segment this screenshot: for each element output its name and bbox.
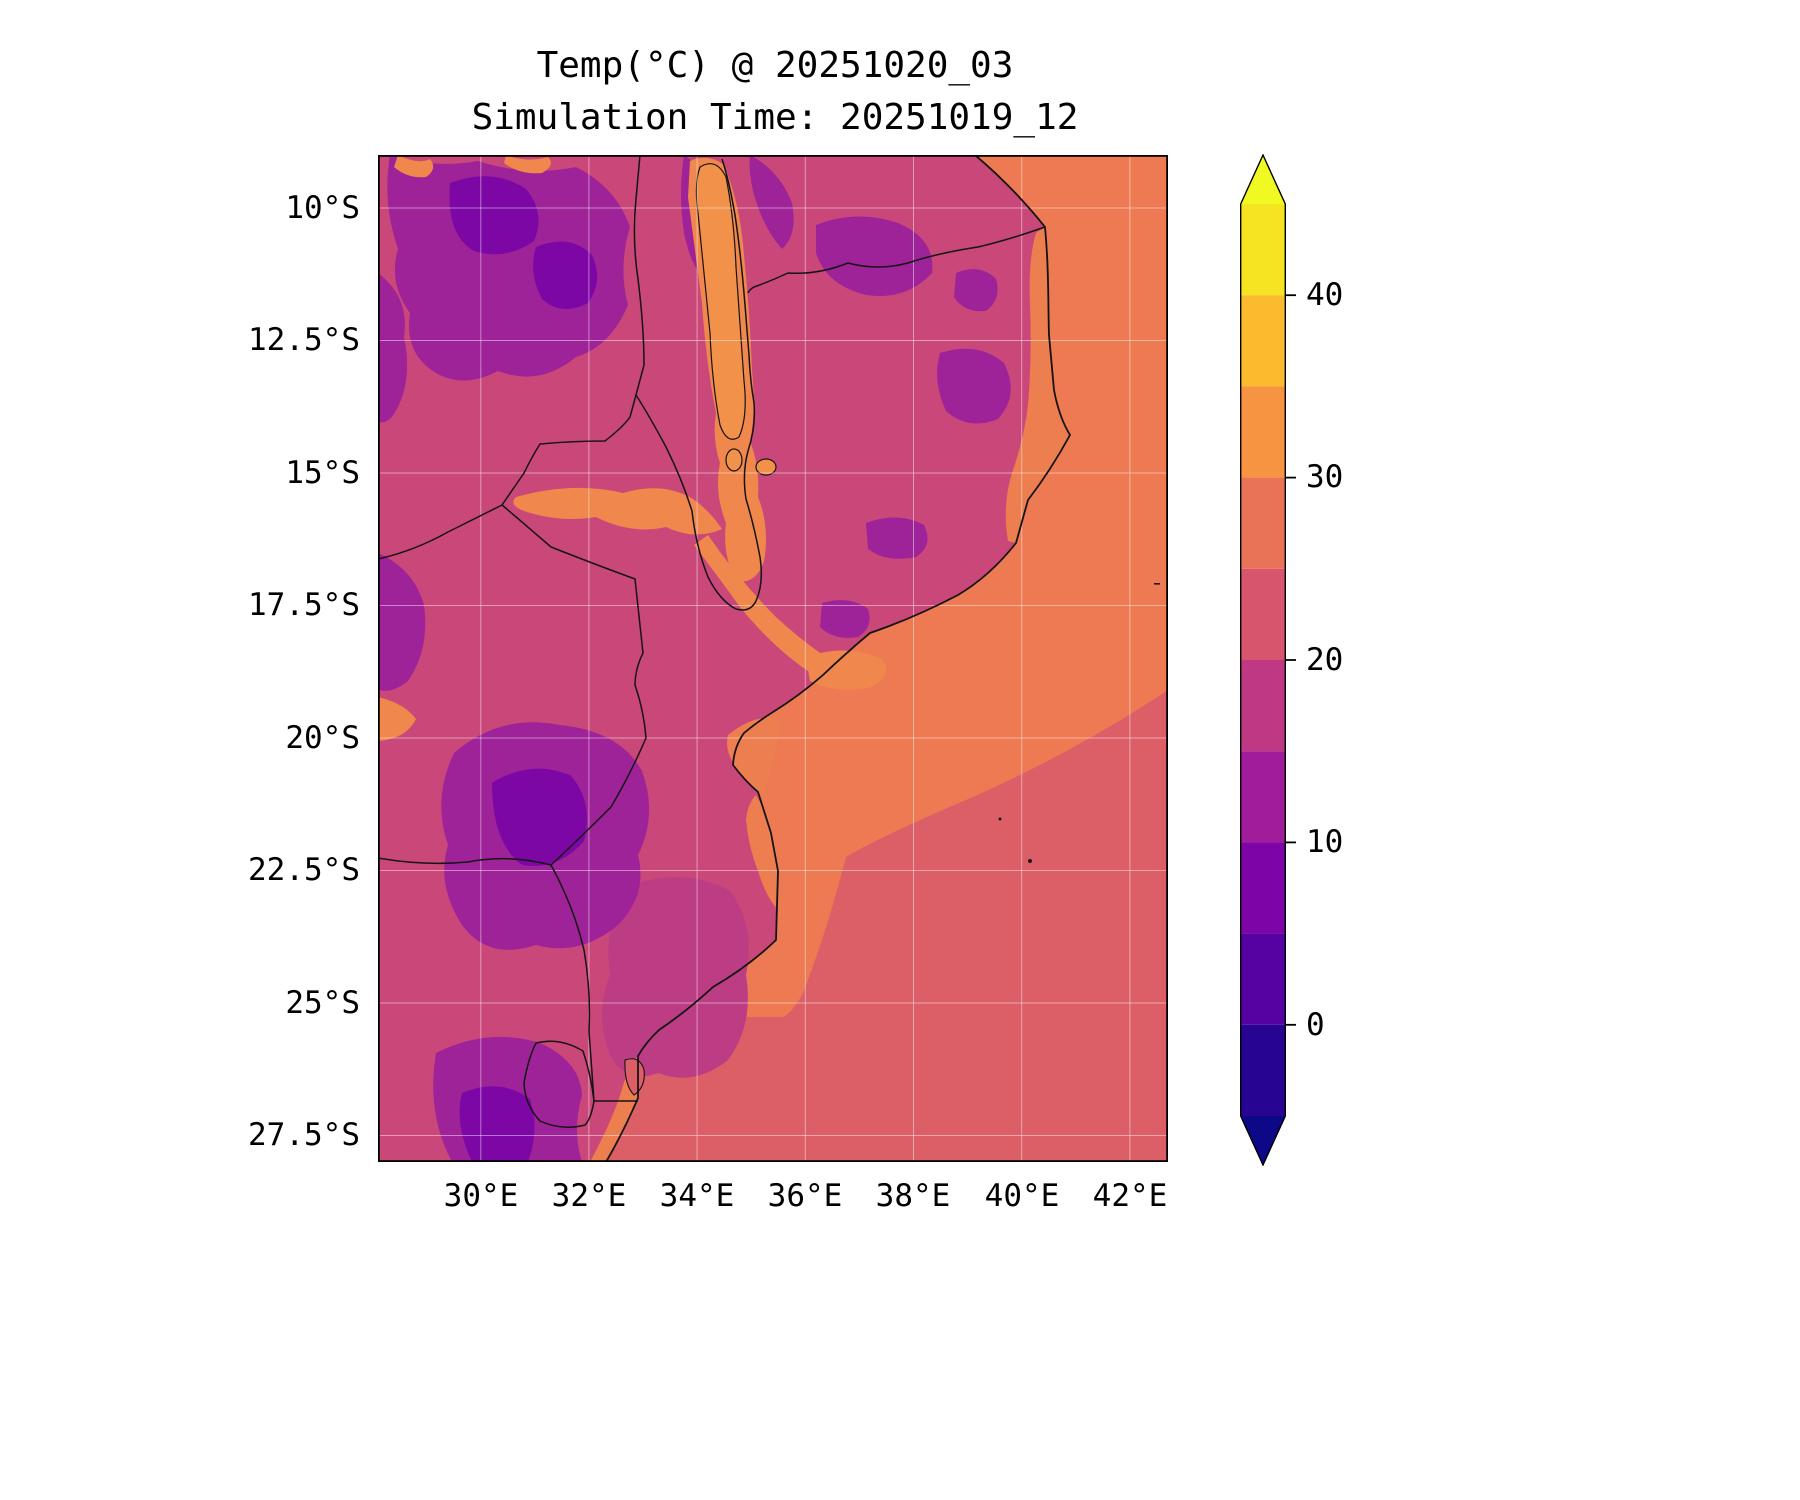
y-tick-label: 17.5°S	[248, 587, 360, 623]
x-tick-label: 42°E	[1092, 1178, 1168, 1214]
drakensberg-cold-core	[459, 1086, 535, 1162]
colorbar-band	[1240, 842, 1286, 934]
colorbar-band	[1240, 1024, 1286, 1116]
border-eswatini	[523, 1040, 595, 1128]
colorbar-tick-label: 40	[1306, 277, 1344, 313]
west-edge-cool-patch	[378, 553, 426, 691]
south-coast-warm	[746, 795, 779, 910]
west-edge-warm	[378, 697, 416, 741]
ne-interior-cool-patch	[937, 348, 1011, 424]
central-cool-patch-2	[820, 600, 870, 638]
colorbar-tick-label: 10	[1306, 824, 1344, 860]
colorbar-band	[1240, 204, 1286, 296]
colorbar-band	[1240, 386, 1286, 478]
border-zambia-mozambique	[501, 394, 637, 506]
border-southafrica-zimbabwe	[378, 857, 552, 866]
colorbar-tick-label: 30	[1306, 459, 1344, 495]
nw-plateau-west-edge	[378, 273, 408, 423]
coastline	[605, 155, 1071, 1162]
border-zambia-zimbabwe	[378, 504, 503, 560]
colorbar-band	[1240, 933, 1286, 1025]
zambezi-river-warm	[694, 535, 826, 675]
lake-malombe	[725, 448, 743, 472]
lake-chilwa	[755, 458, 777, 476]
y-tick-label: 27.5°S	[248, 1117, 360, 1153]
colorbar-tick-label: 20	[1306, 642, 1344, 678]
small-islands	[998, 583, 1160, 863]
central-cool-patch-1	[866, 517, 928, 559]
colorbar-band	[1240, 660, 1286, 752]
colorbar-under-arrow	[1240, 1116, 1286, 1166]
maputo-coast-warm	[590, 1056, 638, 1162]
temperature-map-svg	[378, 155, 1168, 1162]
y-tick-label: 25°S	[285, 985, 360, 1021]
colorbar-band	[1240, 295, 1286, 387]
colorbar-band	[1240, 477, 1286, 569]
colorbar-outline	[1240, 154, 1286, 1166]
colorbar-band	[1240, 751, 1286, 843]
y-tick-label: 12.5°S	[248, 322, 360, 358]
x-tick-label: 34°E	[659, 1178, 735, 1214]
colorbar	[1240, 154, 1300, 1166]
coldest-cores	[449, 176, 598, 1162]
top-edge-warm-1	[394, 155, 434, 178]
colorbar-over-arrow	[1240, 154, 1286, 204]
y-tick-label: 10°S	[285, 190, 360, 226]
border-southafrica-mozambique	[550, 864, 595, 1102]
ne-coast-warm	[1005, 227, 1070, 543]
east-of-lake-highlands	[749, 155, 794, 249]
cool-region-south-interior	[602, 877, 749, 1078]
colorbar-band	[1240, 568, 1286, 660]
x-tick-label: 38°E	[875, 1178, 951, 1214]
lake-malawi	[695, 163, 746, 440]
colorbar-tick-label: 0	[1306, 1007, 1325, 1043]
border-tanzania-mozambique	[747, 226, 1046, 294]
y-tick-label: 22.5°S	[248, 852, 360, 888]
y-tick-label: 15°S	[285, 455, 360, 491]
zambezi-delta-warm	[806, 650, 887, 690]
chart-title: Temp(°C) @ 20251020_03	[536, 45, 1014, 86]
x-tick-label: 32°E	[551, 1178, 627, 1214]
top-edge-warm-2	[504, 155, 551, 174]
nw-cold-core-2	[533, 241, 598, 310]
chart-title-block: Temp(°C) @ 20251020_03 Simulation Time: …	[300, 40, 1250, 144]
colorbar-tickmarks	[1286, 294, 1296, 1026]
niassa-highlands-small	[954, 269, 998, 312]
x-tick-label: 36°E	[767, 1178, 843, 1214]
map-gridlines	[378, 155, 1168, 1162]
border-zimbabwe-mozambique	[501, 504, 647, 866]
nw-plateau-region	[387, 155, 630, 381]
y-tick-label: 20°S	[285, 720, 360, 756]
x-tick-label: 30°E	[443, 1178, 519, 1214]
zimbabwe-cold-core	[492, 768, 587, 866]
chart-subtitle: Simulation Time: 20251019_12	[471, 97, 1079, 138]
nw-cold-core-1	[449, 176, 539, 255]
x-tick-label: 40°E	[984, 1178, 1060, 1214]
luangwa-zambezi-valley-warm	[513, 487, 722, 535]
plot-frame	[378, 155, 1168, 1162]
map-plot	[378, 155, 1168, 1162]
niassa-highlands	[816, 216, 933, 297]
colorbar-svg	[1240, 154, 1296, 1166]
national-borders	[378, 155, 1046, 1128]
